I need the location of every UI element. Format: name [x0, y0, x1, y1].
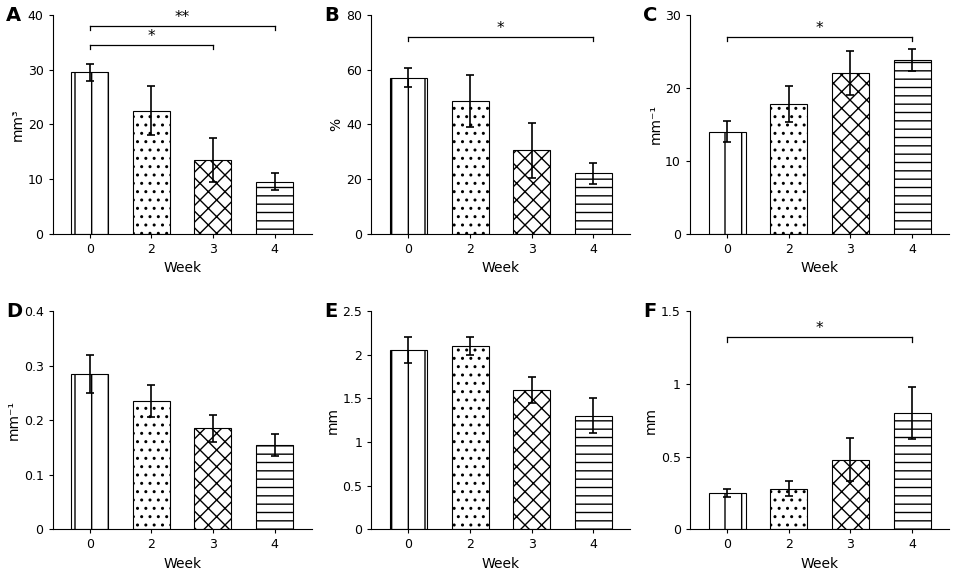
Bar [71, 72, 108, 234]
Y-axis label: mm: mm [644, 407, 659, 434]
Bar [575, 416, 612, 529]
Text: **: ** [175, 10, 189, 25]
Bar [771, 488, 807, 529]
X-axis label: Week: Week [482, 557, 520, 571]
Bar [133, 110, 170, 234]
Text: *: * [815, 21, 823, 36]
Y-axis label: %: % [330, 118, 343, 131]
X-axis label: Week: Week [482, 261, 520, 275]
Bar [708, 493, 746, 529]
Bar [832, 460, 869, 529]
Text: *: * [147, 29, 155, 44]
Bar [390, 350, 426, 529]
Bar [451, 346, 489, 529]
Bar [194, 160, 231, 234]
Y-axis label: mm⁻¹: mm⁻¹ [7, 400, 21, 440]
Bar [575, 173, 612, 234]
Bar [451, 101, 489, 234]
Text: C: C [643, 6, 658, 25]
Text: D: D [6, 302, 22, 321]
Bar [894, 413, 930, 529]
Bar [771, 104, 807, 234]
Y-axis label: mm⁻¹: mm⁻¹ [648, 104, 663, 144]
Bar [708, 132, 746, 234]
Text: *: * [497, 21, 505, 36]
Bar [513, 390, 550, 529]
Bar [894, 60, 930, 234]
Bar [71, 374, 108, 529]
Bar [133, 401, 170, 529]
Bar [256, 445, 293, 529]
Text: F: F [643, 302, 657, 321]
Text: E: E [325, 302, 338, 321]
Text: *: * [815, 321, 823, 336]
X-axis label: Week: Week [800, 557, 838, 571]
Bar [513, 150, 550, 234]
Bar [194, 428, 231, 529]
Bar [832, 73, 869, 234]
X-axis label: Week: Week [163, 557, 201, 571]
X-axis label: Week: Week [800, 261, 838, 275]
Text: A: A [6, 6, 21, 25]
Y-axis label: mm: mm [326, 407, 339, 434]
Text: B: B [325, 6, 339, 25]
Bar [256, 181, 293, 234]
Bar [390, 78, 426, 234]
Y-axis label: mm³: mm³ [11, 108, 25, 140]
X-axis label: Week: Week [163, 261, 201, 275]
